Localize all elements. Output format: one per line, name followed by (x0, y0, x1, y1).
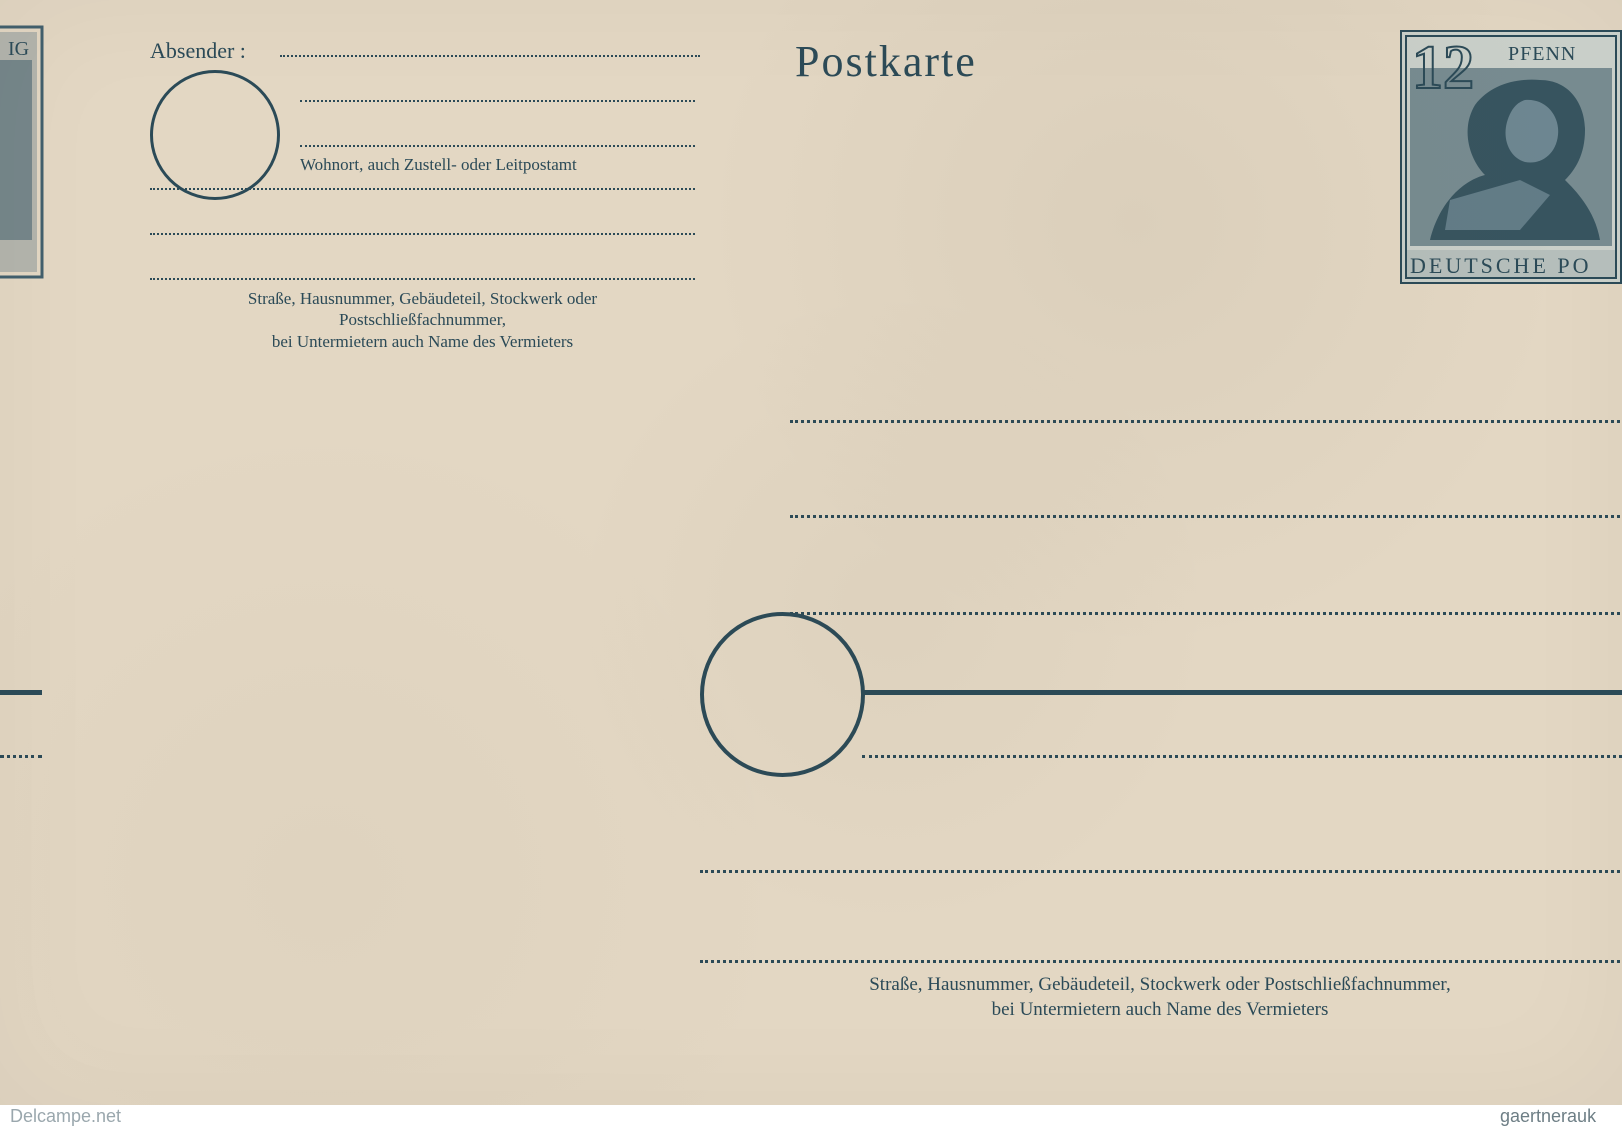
sender-line-5 (150, 278, 695, 280)
sender-line-3 (150, 188, 695, 190)
recipient-line-under-heavy (862, 755, 1622, 758)
recipient-line-5 (700, 870, 1620, 873)
postcard-surface: IG ST Postkarte 12 PFENN DEUTSCHE PO (0, 0, 1622, 1105)
absender-label: Absender : (150, 38, 246, 64)
recipient-caption-l2: bei Untermietern auch Name des Vermieter… (992, 999, 1329, 1020)
page-bottom-strip (0, 1105, 1622, 1131)
recipient-caption-block: Straße, Hausnummer, Gebäudeteil, Stockwe… (700, 973, 1620, 1022)
sender-line-2 (300, 145, 695, 147)
sender-caption-l2: Postschließfachnummer, (339, 310, 506, 329)
recipient-circle (700, 612, 865, 777)
watermark-left: Delcampe.net (10, 1106, 121, 1127)
stamp-main-svg: 12 PFENN DEUTSCHE PO (1400, 30, 1622, 285)
stamp-main: 12 PFENN DEUTSCHE PO (1400, 30, 1622, 285)
title-postkarte: Postkarte (795, 36, 977, 87)
sender-caption-l3: bei Untermietern auch Name des Vermieter… (272, 332, 573, 351)
recipient-line-1 (790, 515, 1620, 518)
recipient-heavy-line (862, 690, 1622, 695)
sender-circle (150, 70, 280, 200)
stamp-ghost-currency: IG (8, 38, 29, 60)
stamp-ghost-svg: IG ST (0, 25, 45, 280)
sender-line-0 (280, 55, 700, 57)
recipient-line-6 (700, 960, 1620, 963)
recipient-line-2 (790, 612, 1620, 615)
stamp-value: 12 (1412, 34, 1474, 102)
recipient-line-0 (790, 420, 1620, 423)
sender-line-4 (150, 233, 695, 235)
left-stub-dotted (0, 755, 42, 758)
sender-caption-block: Straße, Hausnummer, Gebäudeteil, Stockwe… (150, 288, 695, 352)
sender-caption-l1: Straße, Hausnummer, Gebäudeteil, Stockwe… (248, 289, 597, 308)
sender-line-1 (300, 100, 695, 102)
viewport: IG ST Postkarte 12 PFENN DEUTSCHE PO (0, 0, 1622, 1131)
watermark-right: gaertnerauk (1500, 1106, 1596, 1127)
stamp-currency: PFENN (1508, 43, 1576, 65)
stamp-ghost-left: IG ST (0, 25, 45, 280)
recipient-caption-l1: Straße, Hausnummer, Gebäudeteil, Stockwe… (869, 974, 1451, 995)
stamp-issuer: DEUTSCHE PO (1410, 253, 1592, 278)
left-stub-heavy (0, 690, 42, 695)
sender-caption-wohnort: Wohnort, auch Zustell- oder Leitpostamt (300, 155, 577, 175)
